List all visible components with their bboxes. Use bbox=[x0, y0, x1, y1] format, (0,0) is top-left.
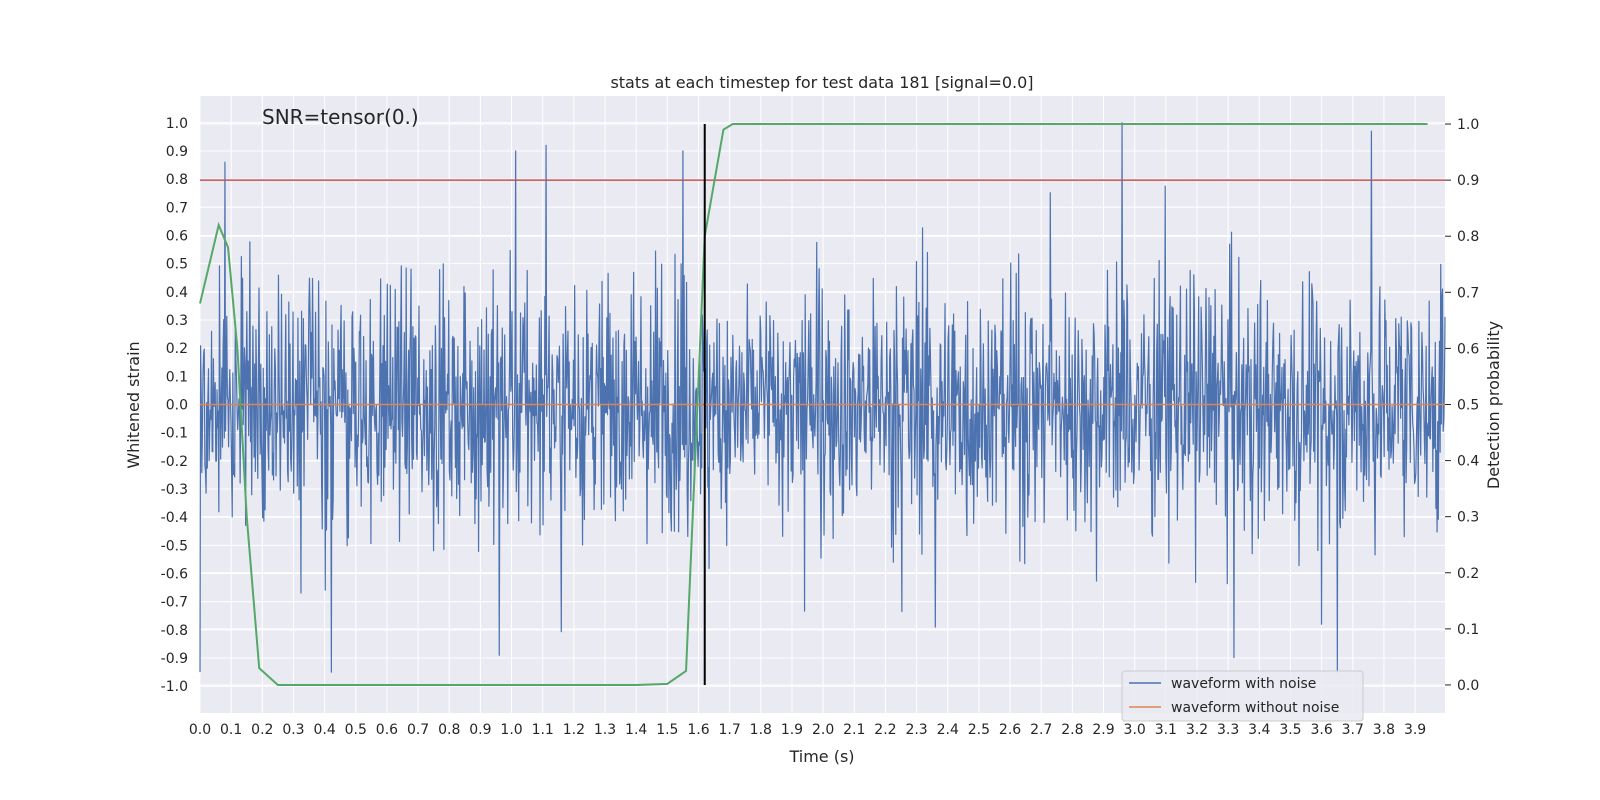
x-tick-label: 1.7 bbox=[719, 722, 741, 738]
tick-labels: 0.0 0.1 0.2 0.3 0.4 0.5 0.6 0.7 0.8 0.9 1.0 1.1 1.2 1… bbox=[161, 116, 1480, 738]
x-tick-label: 0.1 bbox=[220, 722, 242, 738]
y2-tick-label: 0.7 bbox=[1457, 285, 1479, 301]
x-tick-label: 2.8 bbox=[1061, 722, 1083, 738]
x-tick-label: 0.6 bbox=[376, 722, 398, 738]
y-tick-label: 0.3 bbox=[166, 313, 188, 329]
x-tick-label: 3.9 bbox=[1404, 722, 1426, 738]
y-tick-label: -0.1 bbox=[161, 426, 188, 442]
x-tick-label: 1.3 bbox=[594, 722, 616, 738]
x-tick-label: 1.2 bbox=[563, 722, 585, 738]
x-tick-label: 1.8 bbox=[750, 722, 772, 738]
y-tick-label: 0.8 bbox=[166, 172, 188, 188]
x-tick-label: 1.0 bbox=[500, 722, 522, 738]
x-tick-label: 3.8 bbox=[1373, 722, 1395, 738]
waveform-with-noise-line bbox=[199, 122, 1446, 673]
legend: waveform with noise waveform without noi… bbox=[1121, 670, 1364, 722]
y2-tick-label: 1.0 bbox=[1457, 117, 1479, 133]
x-tick-label: 1.9 bbox=[781, 722, 803, 738]
y-tick-label: -0.7 bbox=[161, 595, 188, 611]
x-tick-label: 2.5 bbox=[968, 722, 990, 738]
y2-tick-label: 0.0 bbox=[1457, 678, 1479, 694]
y-tick-label: -1.0 bbox=[161, 679, 188, 695]
x-tick-label: 3.0 bbox=[1124, 722, 1146, 738]
x-tick-label: 0.0 bbox=[189, 722, 211, 738]
x-axis-label: Time (s) bbox=[788, 747, 854, 766]
x-tick-label: 2.7 bbox=[1030, 722, 1052, 738]
y-tick-label: -0.6 bbox=[161, 567, 188, 583]
legend-label-waveform-without-noise: waveform without noise bbox=[1171, 700, 1339, 716]
y2-tick-label: 0.4 bbox=[1457, 454, 1479, 470]
y-tick-label: 0.0 bbox=[166, 398, 188, 414]
y2-axis-label: Detection probability bbox=[1484, 321, 1503, 489]
x-tick-label: 2.4 bbox=[937, 722, 959, 738]
x-tick-label: 2.3 bbox=[905, 722, 927, 738]
x-tick-label: 0.5 bbox=[345, 722, 367, 738]
x-tick-label: 3.2 bbox=[1186, 722, 1208, 738]
y-tick-label: 1.0 bbox=[166, 116, 188, 132]
x-tick-label: 0.4 bbox=[313, 722, 335, 738]
y-tick-label: 0.4 bbox=[166, 285, 188, 301]
x-tick-label: 0.7 bbox=[407, 722, 429, 738]
x-tick-label: 3.3 bbox=[1217, 722, 1239, 738]
snr-annotation: SNR=tensor(0.) bbox=[262, 105, 419, 129]
y-tick-label: -0.9 bbox=[161, 651, 188, 667]
x-tick-label: 2.2 bbox=[874, 722, 896, 738]
y2-tick-label: 0.1 bbox=[1457, 622, 1479, 638]
x-tick-label: 1.5 bbox=[656, 722, 678, 738]
x-tick-label: 3.4 bbox=[1248, 722, 1270, 738]
y-tick-label: 0.1 bbox=[166, 369, 188, 385]
y-tick-label: -0.5 bbox=[161, 538, 188, 554]
x-tick-label: 3.1 bbox=[1155, 722, 1177, 738]
y-axis-label: Whitened strain bbox=[124, 341, 143, 468]
x-tick-label: 2.6 bbox=[999, 722, 1021, 738]
x-tick-label: 2.1 bbox=[843, 722, 865, 738]
x-tick-label: 1.1 bbox=[532, 722, 554, 738]
y-tick-label: 0.5 bbox=[166, 257, 188, 273]
x-tick-label: 2.0 bbox=[812, 722, 834, 738]
y2-tick-label: 0.2 bbox=[1457, 566, 1479, 582]
x-tick-label: 2.9 bbox=[1092, 722, 1114, 738]
y-tick-label: 0.6 bbox=[166, 228, 188, 244]
y-tick-label: 0.9 bbox=[166, 144, 188, 160]
y-tick-label: 0.7 bbox=[166, 200, 188, 216]
legend-label-waveform-with-noise: waveform with noise bbox=[1171, 676, 1316, 692]
y2-tick-label: 0.3 bbox=[1457, 510, 1479, 526]
x-tick-label: 0.9 bbox=[469, 722, 491, 738]
y2-tick-label: 0.9 bbox=[1457, 173, 1479, 189]
series-detection-probability bbox=[199, 123, 1428, 686]
chart-title: stats at each timestep for test data 181… bbox=[610, 73, 1033, 92]
y-tick-label: 0.2 bbox=[166, 341, 188, 357]
x-tick-label: 0.8 bbox=[438, 722, 460, 738]
y-tick-label: -0.3 bbox=[161, 482, 188, 498]
x-tick-label: 3.6 bbox=[1310, 722, 1332, 738]
y2-tick-label: 0.8 bbox=[1457, 229, 1479, 245]
series-waveform-with-noise bbox=[199, 122, 1446, 673]
y-tick-label: -0.8 bbox=[161, 623, 188, 639]
y2-tick-label: 0.5 bbox=[1457, 398, 1479, 414]
x-tick-label: 0.3 bbox=[282, 722, 304, 738]
y-tick-label: -0.4 bbox=[161, 510, 188, 526]
x-tick-label: 1.6 bbox=[687, 722, 709, 738]
legend-box bbox=[1121, 670, 1364, 722]
x-tick-label: 3.7 bbox=[1342, 722, 1364, 738]
y2-tick-label: 0.6 bbox=[1457, 341, 1479, 357]
y-tick-label: -0.2 bbox=[161, 454, 188, 470]
x-tick-label: 0.2 bbox=[251, 722, 273, 738]
x-tick-label: 1.4 bbox=[625, 722, 647, 738]
detection-probability-line bbox=[199, 123, 1428, 686]
x-tick-label: 3.5 bbox=[1279, 722, 1301, 738]
